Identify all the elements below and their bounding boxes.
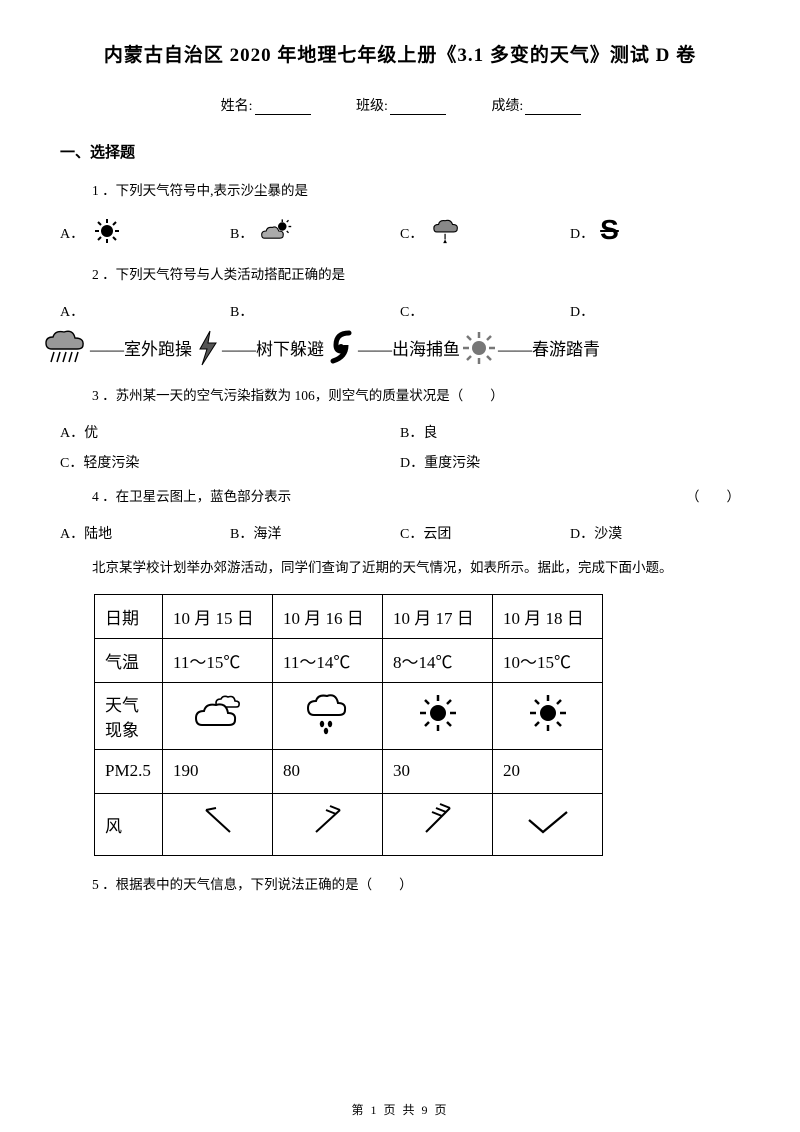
page-title: 内蒙古自治区 2020 年地理七年级上册《3.1 多变的天气》测试 D 卷	[60, 40, 740, 67]
wind-symbol-4	[523, 804, 573, 840]
section-heading: 一、选择题	[60, 141, 740, 162]
table-row-date: 日期 10 月 15 日 10 月 16 日 10 月 17 日 10 月 18…	[95, 594, 603, 638]
wind-symbol-3	[416, 802, 460, 842]
pm-4: 20	[493, 749, 603, 793]
phenom-3	[383, 682, 493, 749]
page-footer: 第 1 页 共 9 页	[0, 1101, 800, 1118]
q3-opt-b[interactable]: B．良	[400, 422, 740, 442]
wind-3	[383, 793, 493, 855]
date-4: 10 月 18 日	[493, 594, 603, 638]
thunderstorm-icon	[42, 327, 90, 369]
phenom-1	[163, 682, 273, 749]
score-label: 成绩:	[491, 99, 523, 114]
q3-opt-c[interactable]: C．轻度污染	[60, 452, 400, 472]
q2-opt-a[interactable]: A．	[60, 301, 230, 321]
wind-4	[493, 793, 603, 855]
q4-opt-b[interactable]: B．海洋	[230, 523, 400, 543]
weather-table: 日期 10 月 15 日 10 月 16 日 10 月 17 日 10 月 18…	[94, 594, 603, 856]
q2-activity-strip: ——室外跑操 ——树下躲避 ——出海捕鱼 ——春游踏青	[42, 327, 740, 369]
q2-options: A． B． C． D．	[60, 301, 740, 321]
pm-1: 190	[163, 749, 273, 793]
q2-activity-a: ——室外跑操	[90, 335, 192, 360]
table-row-wind: 风	[95, 793, 603, 855]
q2-activity-c: ——出海捕鱼	[358, 335, 460, 360]
q4-opt-d[interactable]: D．沙漠	[570, 523, 740, 543]
th-date: 日期	[95, 594, 163, 638]
class-blank[interactable]	[390, 114, 446, 115]
q1-opt-a[interactable]: A．	[60, 217, 230, 250]
temp-4: 10～15℃	[493, 638, 603, 682]
q1-opt-d[interactable]: D． S	[570, 217, 740, 249]
context-text: 北京某学校计划举办郊游活动，同学们查询了近期的天气情况，如表所示。据此，完成下面…	[60, 557, 740, 580]
q4-paren: （ ）	[686, 486, 740, 509]
th-temp: 气温	[95, 638, 163, 682]
sandstorm-icon: S	[600, 214, 619, 246]
sunny-icon	[460, 327, 498, 369]
q4-opt-c[interactable]: C．云团	[400, 523, 570, 543]
th-pm: PM2.5	[95, 749, 163, 793]
table-row-phenom: 天气现象	[95, 682, 603, 749]
temp-1: 11～15℃	[163, 638, 273, 682]
temp-2: 11～14℃	[273, 638, 383, 682]
score-blank[interactable]	[525, 114, 581, 115]
q1-options: A． B．	[60, 217, 740, 250]
q1-a-label: A．	[60, 223, 84, 243]
q2-opt-b[interactable]: B．	[230, 301, 400, 321]
table-row-pm: PM2.5 190 80 30 20	[95, 749, 603, 793]
pm-2: 80	[273, 749, 383, 793]
q3-opt-d[interactable]: D．重度污染	[400, 452, 740, 472]
sun-icon-table-2	[526, 691, 570, 735]
typhoon-icon	[324, 327, 358, 369]
lightning-icon	[192, 327, 222, 369]
pm-3: 30	[383, 749, 493, 793]
th-wind: 风	[95, 793, 163, 855]
q2-activity-d: ——春游踏青	[498, 335, 600, 360]
student-info-line: 姓名: 班级: 成绩:	[60, 95, 740, 115]
q5-text: 5 ．根据表中的天气信息，下列说法正确的是（ ）	[60, 874, 740, 897]
q1-text: 1 ．下列天气符号中,表示沙尘暴的是	[60, 180, 740, 203]
temp-3: 8～14℃	[383, 638, 493, 682]
th-phenom: 天气现象	[95, 682, 163, 749]
sun-cloud-icon	[259, 217, 293, 250]
date-2: 10 月 16 日	[273, 594, 383, 638]
phenom-4	[493, 682, 603, 749]
sun-icon-table	[416, 691, 460, 735]
wind-symbol-2	[306, 802, 350, 842]
q4-opt-a[interactable]: A．陆地	[60, 523, 230, 543]
q2-opt-c[interactable]: C．	[400, 301, 570, 321]
q3-options: A．优 B．良 C．轻度污染 D．重度污染	[60, 422, 740, 472]
q1-d-label: D．	[570, 223, 594, 243]
q2-opt-d[interactable]: D．	[570, 301, 740, 321]
wind-1	[163, 793, 273, 855]
wind-2	[273, 793, 383, 855]
date-1: 10 月 15 日	[163, 594, 273, 638]
q3-text: 3 ．苏州某一天的空气污染指数为 106，则空气的质量状况是（ ）	[60, 385, 740, 408]
name-label: 姓名:	[221, 99, 253, 114]
q1-c-label: C．	[400, 223, 423, 243]
rain-cloud-icon	[429, 217, 463, 250]
name-blank[interactable]	[255, 114, 311, 115]
sun-icon	[90, 217, 124, 250]
rain-icon	[304, 691, 352, 735]
table-row-temp: 气温 11～15℃ 11～14℃ 8～14℃ 10～15℃	[95, 638, 603, 682]
cloudy-icon	[192, 693, 244, 733]
wind-symbol-1	[196, 802, 240, 842]
date-3: 10 月 17 日	[383, 594, 493, 638]
q1-opt-c[interactable]: C．	[400, 217, 570, 250]
q1-b-label: B．	[230, 223, 253, 243]
q2-text: 2 ．下列天气符号与人类活动搭配正确的是	[60, 264, 740, 287]
q2-activity-b: ——树下躲避	[222, 335, 324, 360]
q4-text: 4 ．在卫星云图上，蓝色部分表示 （ ）	[60, 486, 740, 509]
q3-opt-a[interactable]: A．优	[60, 422, 400, 442]
class-label: 班级:	[356, 99, 388, 114]
q1-opt-b[interactable]: B．	[230, 217, 400, 250]
phenom-2	[273, 682, 383, 749]
q4-options: A．陆地 B．海洋 C．云团 D．沙漠	[60, 523, 740, 543]
